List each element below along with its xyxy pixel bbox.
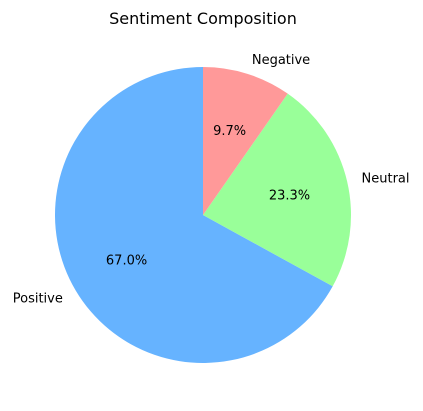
chart-title: Sentiment Composition bbox=[109, 9, 297, 28]
pie-percent-label-neutral: 23.3% bbox=[269, 188, 310, 203]
pie-slice-positive bbox=[54, 67, 333, 364]
pie-percent-label-negative: 9.7% bbox=[213, 124, 246, 139]
pie-slice-neutral bbox=[203, 93, 351, 287]
pie-category-label-neutral: Neutral bbox=[362, 171, 410, 186]
pie-labels: 67.0% Positive 23.3% Neutral 9.7% Negative bbox=[13, 53, 410, 306]
pie-category-label-negative: Negative bbox=[252, 53, 310, 68]
pie-slice-negative bbox=[203, 67, 288, 215]
pie-category-label-positive: Positive bbox=[13, 291, 63, 306]
pie-percent-label-positive: 67.0% bbox=[106, 254, 147, 269]
pie-slices bbox=[54, 67, 351, 364]
